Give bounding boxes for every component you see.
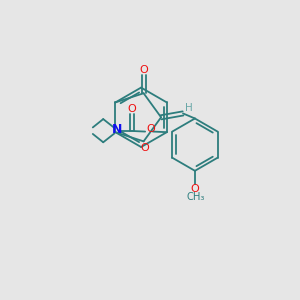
Text: H: H bbox=[184, 103, 192, 113]
Text: CH₃: CH₃ bbox=[186, 192, 204, 202]
Text: O: O bbox=[128, 104, 136, 114]
Text: O: O bbox=[190, 184, 199, 194]
Text: O: O bbox=[141, 143, 149, 153]
Text: O: O bbox=[139, 65, 148, 75]
Text: O: O bbox=[146, 124, 155, 134]
Text: N: N bbox=[112, 123, 122, 136]
